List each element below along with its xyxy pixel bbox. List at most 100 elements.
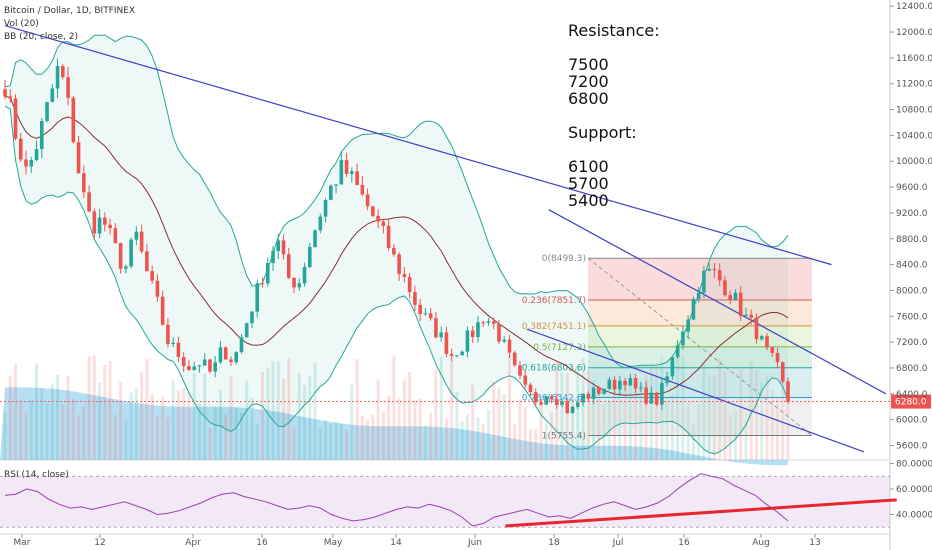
candle-body: [560, 401, 564, 405]
volume-bar: [712, 374, 716, 460]
time-axis-label: Jul: [612, 538, 624, 548]
volume-bar: [308, 375, 312, 460]
volume-bar: [355, 359, 359, 460]
volume-bar: [187, 392, 191, 460]
volume-bar: [492, 381, 496, 460]
volume-bar: [360, 415, 364, 460]
time-axis-label: Mar: [14, 538, 31, 548]
volume-bar: [318, 427, 322, 460]
volume-bar: [434, 369, 438, 460]
time-axis-label: 13: [809, 538, 820, 548]
candle-body: [360, 184, 365, 195]
volume-bar: [502, 394, 506, 460]
volume-bar: [366, 420, 370, 460]
trendline: [526, 328, 865, 453]
volume-bar: [518, 399, 522, 460]
volume-bar: [513, 424, 517, 460]
candle-body: [50, 88, 55, 103]
candle-body: [187, 366, 191, 370]
volume-bar: [397, 398, 401, 460]
volume-bar: [592, 380, 596, 460]
volume-bar: [707, 376, 711, 460]
candle-body: [439, 332, 443, 338]
candle-body: [176, 342, 181, 358]
candle-body: [654, 392, 659, 405]
candle-body: [323, 199, 328, 217]
candle-body: [307, 247, 312, 268]
candle-body: [765, 336, 769, 348]
volume-bar: [455, 391, 459, 460]
price-axis-label: 5600.0: [896, 442, 928, 452]
time-axis-label: 12: [94, 538, 105, 548]
fibonacci-zone: [588, 397, 812, 436]
candle-body: [675, 345, 680, 358]
candle-body: [413, 292, 417, 305]
volume-bar: [770, 389, 774, 460]
candle-body: [681, 331, 685, 346]
bollinger-indicator-label: BB (20, close, 2): [4, 32, 79, 42]
volume-bar: [460, 420, 464, 460]
candle-body: [670, 357, 675, 377]
candle-body: [470, 330, 475, 337]
candle-body: [45, 102, 49, 122]
candle-body: [213, 362, 218, 372]
candle-body: [181, 357, 186, 367]
volume-bar: [655, 366, 659, 460]
volume-bar: [92, 355, 96, 460]
candle-body: [244, 323, 249, 338]
candle-body: [628, 378, 633, 386]
volume-bar: [439, 356, 443, 460]
candle-body: [554, 399, 559, 405]
volume-bar: [108, 361, 112, 460]
volume-bar: [702, 363, 706, 460]
volume-bar: [3, 411, 7, 460]
candle-body: [717, 270, 722, 281]
volume-bar: [197, 402, 201, 460]
volume-bar: [402, 379, 406, 460]
support-level: 6100: [568, 157, 609, 176]
support-level: 5700: [568, 174, 609, 193]
rsi-divergence-trendline: [505, 498, 897, 528]
volume-bar: [697, 404, 701, 460]
candle-body: [386, 225, 391, 248]
candle-body: [66, 77, 70, 98]
candle-body: [780, 362, 785, 382]
candle-body: [376, 215, 380, 222]
candle-body: [418, 304, 422, 314]
volume-bar: [24, 412, 28, 460]
time-axis-label: 16: [678, 538, 690, 548]
fibonacci-level-label: 0(8499.3): [542, 254, 586, 264]
candle-body: [581, 393, 585, 403]
candle-body: [502, 339, 507, 342]
candle-body: [355, 171, 359, 185]
candle-body: [649, 392, 654, 404]
candle-body: [691, 298, 696, 320]
candle-body: [71, 97, 76, 143]
candle-body: [549, 396, 554, 400]
fibonacci-level-label: 0.618(6803.6): [522, 364, 586, 374]
candle-body: [171, 342, 175, 345]
volume-bar: [182, 387, 186, 460]
candle-body: [749, 314, 754, 318]
candle-body: [281, 240, 286, 255]
candle-body: [644, 387, 648, 404]
candle-body: [39, 121, 44, 150]
candle-body: [160, 296, 165, 325]
candle-body: [544, 396, 549, 405]
candle-body: [612, 379, 617, 390]
volume-bar: [29, 399, 33, 460]
candle-body: [733, 292, 738, 300]
candle-body: [481, 322, 486, 324]
volume-bar: [739, 370, 743, 460]
price-axis-label: 10800.0: [896, 106, 932, 116]
candle-body: [707, 268, 711, 271]
volume-bar: [255, 424, 259, 460]
volume-bar: [508, 355, 511, 460]
volume-bar: [150, 393, 154, 460]
price-axis-label: 12400.0: [896, 2, 932, 12]
volume-bar: [66, 375, 70, 460]
fibonacci-level-label: 0.236(7851.7): [522, 296, 586, 306]
volume-bar: [219, 389, 222, 460]
candle-body: [145, 251, 149, 272]
